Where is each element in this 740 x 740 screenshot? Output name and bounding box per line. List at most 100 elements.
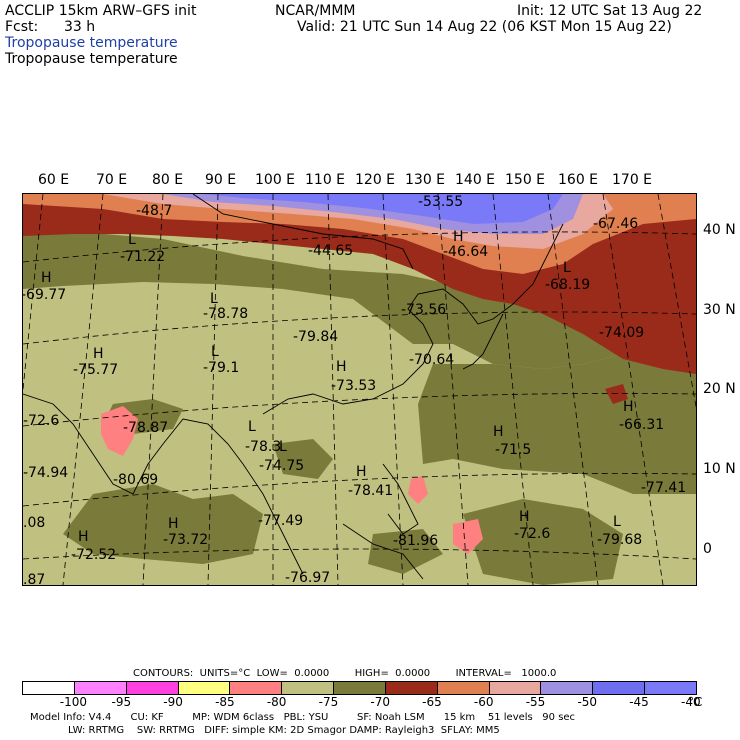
temperature-value: -73.72: [163, 532, 209, 548]
extremum-marker: H: [336, 359, 347, 375]
longitude-label: 160 E: [558, 172, 599, 188]
legend-swatch: [334, 682, 386, 694]
temperature-value: -44.65: [308, 243, 354, 259]
longitude-label: 170 E: [612, 172, 653, 188]
temperature-value: -68.19: [545, 277, 591, 293]
longitude-label: 130 E: [405, 172, 446, 188]
latitude-label: 30 N: [703, 302, 736, 318]
model-info-line2: LW: RRTMG SW: RRTMG DIFF: simple KM: 2D …: [68, 725, 500, 736]
extremum-marker: H: [168, 516, 179, 532]
extremum-marker: L: [563, 260, 571, 276]
temperature-value: -75.77: [73, 362, 119, 378]
temperature-value: -79.68: [597, 532, 643, 548]
temperature-value: -74.09: [599, 325, 645, 341]
temperature-value: -73.56: [401, 302, 447, 318]
legend-swatch: [541, 682, 594, 694]
extremum-marker: L: [279, 439, 287, 455]
legend-label: -75: [318, 695, 339, 709]
legend-swatch: [282, 682, 335, 694]
temperature-value: -46.64: [443, 244, 489, 260]
temperature-value: -78.87: [123, 420, 169, 436]
model-info-line1: Model Info: V4.4 CU: KF MP: WDM 6class P…: [30, 712, 576, 723]
longitude-label: 60 E: [38, 172, 70, 188]
legend-swatch: [74, 682, 127, 694]
temperature-value: -67.46: [593, 216, 639, 232]
temperature-value: -76.97: [285, 570, 331, 586]
field-name-blue: Tropopause temperature: [5, 35, 178, 51]
fcst-value: 33 h: [64, 19, 96, 35]
contours-info: CONTOURS: UNITS=°C LOW= 0.0000 HIGH= 0.0…: [133, 668, 557, 679]
temperature-value: -69.77: [22, 287, 67, 303]
legend-label: -80: [266, 695, 287, 709]
temperature-value: .87: [23, 572, 46, 586]
extremum-marker: L: [210, 291, 218, 307]
temperature-value: -78.3: [245, 439, 282, 455]
org-label: NCAR/MMM: [275, 3, 356, 19]
extremum-marker: H: [519, 509, 530, 525]
legend-label: -90: [163, 695, 183, 709]
map-panel: -48.7 L -71.22 -44.65 -53.55 H -46.64 -67.46 H -6…: [22, 193, 697, 586]
extremum-marker: H: [93, 346, 104, 362]
legend-label: -60: [473, 695, 494, 709]
temperature-value: -66.31: [619, 417, 665, 433]
temperature-value: -72.52: [71, 547, 117, 563]
temperature-value: -72.6: [23, 413, 60, 429]
latitude-label: 20 N: [703, 381, 736, 397]
legend-label: -40: [681, 695, 701, 709]
longitude-label: 100 E: [255, 172, 296, 188]
legend-label: -45: [629, 695, 649, 709]
temperature-value: -77.41: [641, 480, 687, 496]
legend-swatch: [489, 682, 542, 694]
temperature-value: -72.6: [514, 526, 551, 542]
legend-swatch: [23, 682, 75, 694]
valid-time: Valid: 21 UTC Sun 14 Aug 22 (06 KST Mon …: [297, 19, 672, 35]
legend-label: -95: [111, 695, 132, 709]
tropopause-temperature-map: [23, 194, 696, 585]
extremum-marker: L: [128, 232, 136, 248]
legend-label: -55: [525, 695, 546, 709]
legend-swatch: [126, 682, 179, 694]
extremum-marker: H: [356, 464, 367, 480]
legend-swatch: [645, 682, 696, 694]
legend-label: -70: [370, 695, 390, 709]
temperature-value: -79.84: [293, 329, 339, 345]
extremum-marker: H: [493, 424, 504, 440]
longitude-label: 80 E: [152, 172, 184, 188]
temperature-value: -80.69: [113, 472, 159, 488]
legend-label: -50: [577, 695, 598, 709]
extremum-marker: H: [623, 399, 634, 415]
legend-swatch: [230, 682, 283, 694]
extremum-marker: H: [41, 270, 52, 286]
temperature-value: -77.49: [258, 513, 304, 529]
legend-swatch: [593, 682, 646, 694]
longitude-label: 70 E: [96, 172, 128, 188]
color-legend-bar: [22, 681, 697, 695]
legend-label: -85: [215, 695, 235, 709]
temperature-value: .08: [23, 515, 46, 531]
longitude-label: 110 E: [305, 172, 346, 188]
legend-swatch: [385, 682, 438, 694]
model-title: ACCLIP 15km ARW–GFS init: [5, 3, 197, 19]
longitude-label: 90 E: [205, 172, 237, 188]
temperature-value: -70.64: [409, 352, 455, 368]
legend-swatch: [437, 682, 490, 694]
field-name: Tropopause temperature: [5, 51, 178, 67]
legend-label: -100: [59, 695, 87, 709]
extremum-marker: H: [78, 529, 89, 545]
temperature-value: -79.1: [203, 360, 240, 376]
temperature-value: -48.7: [136, 203, 173, 219]
temperature-value: -78.41: [348, 483, 394, 499]
temperature-value: -74.75: [259, 458, 305, 474]
temperature-value: -73.53: [331, 378, 377, 394]
extremum-marker: L: [248, 419, 256, 435]
temperature-value: -74.94: [23, 465, 69, 481]
latitude-label: 40 N: [703, 222, 736, 238]
temperature-value: -71.22: [120, 249, 166, 265]
extremum-marker: L: [613, 514, 621, 530]
temperature-value: -71.5: [495, 442, 532, 458]
extremum-marker: L: [211, 344, 219, 360]
temperature-value: -78.78: [203, 306, 249, 322]
longitude-label: 120 E: [355, 172, 396, 188]
map-annotations: -48.7 L -71.22 -44.65 -53.55 H -46.64 -67.46 H -6…: [23, 194, 696, 585]
latitude-label: 10 N: [703, 461, 736, 477]
